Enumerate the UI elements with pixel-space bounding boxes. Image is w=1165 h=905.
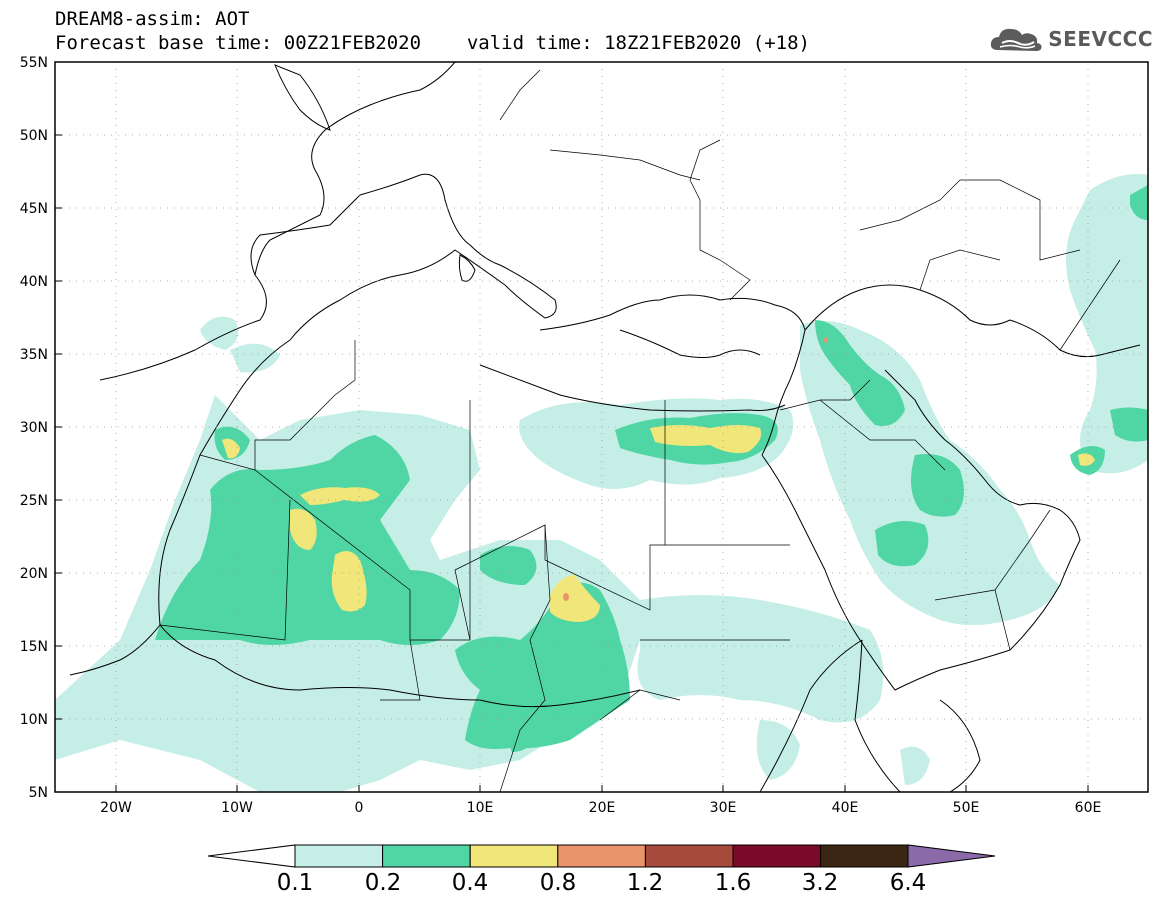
lat-label: 40N bbox=[20, 274, 48, 290]
colorbar-label: 6.4 bbox=[889, 870, 927, 896]
lon-label: 10E bbox=[467, 800, 494, 816]
colorbar-box bbox=[732, 844, 822, 868]
colorbar-left-triangle bbox=[207, 844, 296, 868]
lon-label: 20E bbox=[589, 800, 616, 816]
colorbar-label: 1.6 bbox=[714, 870, 752, 896]
latitude-labels: 55N 50N 45N 40N 35N 30N 25N 20N 15N 10N … bbox=[20, 55, 48, 801]
lon-label: 60E bbox=[1075, 800, 1102, 816]
aot-shading bbox=[55, 174, 1148, 792]
colorbar-label: 0.2 bbox=[364, 870, 402, 896]
colorbar-label: 1.2 bbox=[626, 870, 664, 896]
lat-label: 20N bbox=[20, 566, 48, 582]
axis-ticks bbox=[55, 61, 1089, 793]
colorbar-label: 0.1 bbox=[276, 870, 314, 896]
colorbar-label: 0.8 bbox=[539, 870, 577, 896]
lat-label: 35N bbox=[20, 347, 48, 363]
lat-label: 30N bbox=[20, 420, 48, 436]
lat-label: 10N bbox=[20, 712, 48, 728]
colorbar-box bbox=[469, 844, 559, 868]
aot-level-0.8 bbox=[563, 337, 828, 601]
lat-label: 45N bbox=[20, 201, 48, 217]
lat-label: 50N bbox=[20, 128, 48, 144]
colorbar-box bbox=[557, 844, 646, 868]
cloud-icon bbox=[991, 28, 1042, 51]
lat-label: 25N bbox=[20, 493, 48, 509]
lat-label: 15N bbox=[20, 639, 48, 655]
coastlines bbox=[69, 62, 1141, 792]
colorbar-box bbox=[820, 844, 909, 868]
graticule bbox=[55, 62, 1148, 792]
seevccc-logo: SEEVCCC bbox=[988, 24, 1153, 54]
colorbar-labels: 0.1 0.2 0.4 0.8 1.2 1.6 3.2 6.4 bbox=[0, 870, 1165, 898]
lon-label: 30E bbox=[710, 800, 737, 816]
logo-text: SEEVCCC bbox=[1048, 27, 1153, 51]
longitude-labels: 20W 10W 0 10E 20E 30E 40E 50E 60E bbox=[100, 800, 1101, 816]
country-borders bbox=[159, 69, 1121, 792]
lon-label: 10W bbox=[221, 800, 253, 816]
lat-label: 5N bbox=[29, 785, 48, 801]
forecast-time-line: Forecast base time: 00Z21FEB2020 valid t… bbox=[55, 32, 810, 54]
colorbar-label: 3.2 bbox=[801, 870, 839, 896]
valid-time: valid time: 18Z21FEB2020 (+18) bbox=[466, 32, 810, 54]
colorbar-box bbox=[644, 844, 734, 868]
colorbar-right-triangle bbox=[907, 844, 996, 868]
colorbar-label: 0.4 bbox=[451, 870, 489, 896]
forecast-base-time: Forecast base time: 00Z21FEB2020 bbox=[55, 32, 422, 54]
map-title: DREAM8-assim: AOT bbox=[55, 8, 250, 30]
colorbar-box bbox=[294, 844, 384, 868]
colorbar-boxes bbox=[294, 844, 909, 868]
colorbar-box bbox=[382, 844, 471, 868]
colorbar bbox=[207, 844, 996, 868]
lon-label: 50E bbox=[953, 800, 980, 816]
aot-level-0.4 bbox=[222, 425, 1095, 622]
lon-label: 40E bbox=[832, 800, 859, 816]
lon-label: 0 bbox=[355, 800, 364, 816]
lon-label: 20W bbox=[100, 800, 132, 816]
lat-label: 55N bbox=[20, 55, 48, 71]
